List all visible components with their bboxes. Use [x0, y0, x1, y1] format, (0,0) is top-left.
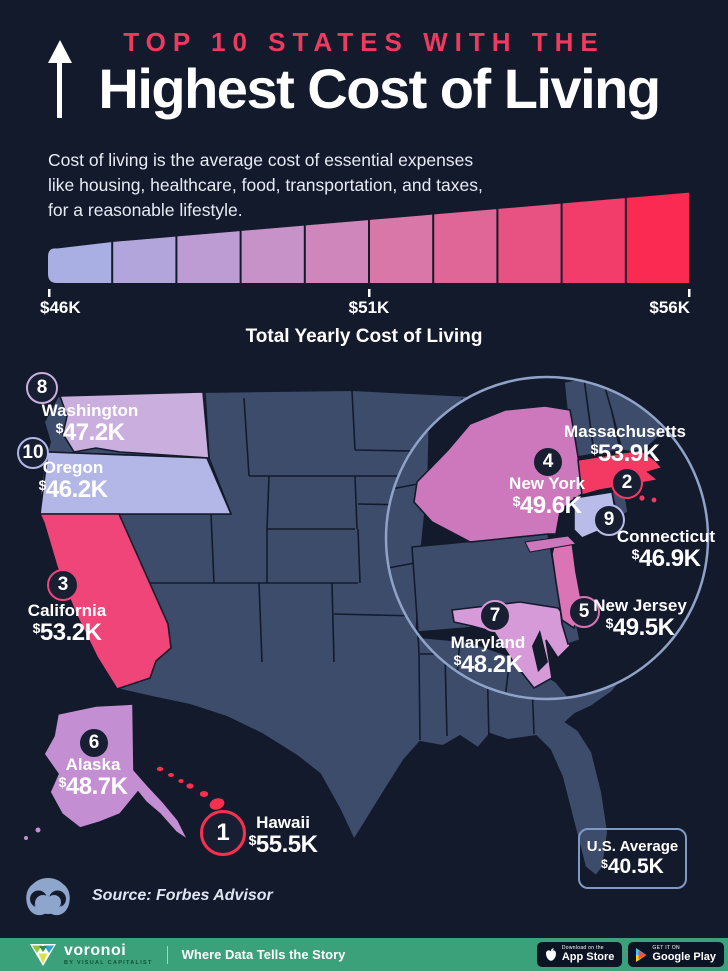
brand-name: voronoi	[64, 941, 127, 959]
rank-badge-new-jersey: 5	[568, 596, 600, 628]
source-text: Source: Forbes Advisor	[92, 887, 273, 904]
alaska-aleutian-dot	[35, 827, 41, 833]
scale-tick-mid: $51K	[348, 298, 390, 317]
rank-badge-hawaii: 1	[200, 810, 246, 856]
source-row: Source: Forbes Advisor	[24, 874, 273, 918]
label-hawaii: Hawaii $55.5K	[248, 813, 318, 859]
eyebrow-title: TOP 10 STATES WITH THE	[123, 27, 605, 57]
up-arrow-icon	[48, 40, 72, 118]
scale-tick-max: $56K	[649, 298, 690, 317]
app-store-badge[interactable]: Download on the App Store	[536, 942, 623, 967]
scale-tick-mark-0	[48, 289, 51, 297]
apple-icon	[545, 947, 556, 961]
footer-divider	[166, 945, 168, 964]
label-washington: Washington $47.2K	[41, 401, 139, 447]
scale-segment-4	[241, 225, 304, 283]
voronoi-logo-icon	[30, 943, 56, 966]
rank-badge-connecticut: 9	[593, 504, 625, 536]
rank-badge-california: 3	[47, 569, 79, 601]
alaska-aleutian-dot	[24, 836, 28, 840]
rank-badge-massachusetts: 2	[611, 467, 643, 499]
scale-segment-2	[113, 236, 176, 283]
state-shape-california	[38, 513, 172, 690]
label-new-york: New York $49.6K	[509, 474, 585, 520]
scale-segment-8	[498, 203, 561, 283]
label-maryland: Maryland $48.2K	[450, 633, 526, 679]
google-play-badge[interactable]: GET IT ON Google Play	[628, 942, 724, 967]
us-map	[24, 375, 710, 878]
us-map-stage: 1 2 3 4 5 6 7 8 9 10 Hawaii $55.5K Massa…	[0, 362, 728, 938]
label-new-jersey: New Jersey $49.5K	[593, 596, 687, 642]
massachusetts-island	[651, 497, 657, 503]
scale-axis-title: Total Yearly Cost of Living	[245, 326, 483, 347]
scale-tick-min: $46K	[40, 298, 81, 317]
scale-segment-6	[370, 214, 433, 283]
rank-badge-oregon: 10	[17, 437, 49, 469]
long-island	[524, 535, 578, 553]
rank-badge-maryland: 7	[479, 600, 511, 632]
description-text: Cost of living is the average cost of es…	[48, 150, 483, 220]
scale-tick-mark-2	[688, 289, 691, 297]
label-alaska: Alaska $48.7K	[58, 755, 128, 801]
inset-circle-border	[384, 375, 710, 701]
label-massachusetts: Massachusetts $53.9K	[564, 422, 686, 468]
rank-badge-washington: 8	[26, 372, 58, 404]
brand-block: voronoi BY VISUAL CAPITALIST	[64, 941, 153, 967]
voronoi-observatory-icon	[26, 878, 70, 916]
state-shape-washington	[58, 391, 210, 459]
brand-byline: BY VISUAL CAPITALIST	[64, 959, 153, 966]
scale-segment-1	[48, 242, 112, 283]
rank-badge-new-york: 4	[532, 446, 564, 478]
scale-segment-9	[562, 198, 625, 283]
label-california: California $53.2K	[27, 601, 107, 647]
state-shape-hawaii	[156, 766, 225, 810]
footer-tagline: Where Data Tells the Story	[181, 947, 346, 962]
google-play-icon	[636, 947, 647, 962]
scale-segment-5	[305, 220, 368, 283]
inset-backdrop-borders	[386, 481, 511, 699]
scale-tick-mark-1	[368, 289, 371, 297]
footer-bar: voronoi BY VISUAL CAPITALIST Where Data …	[0, 938, 728, 971]
cost-scale-wedge	[48, 192, 691, 297]
scale-segment-7	[434, 209, 497, 283]
chesapeake-bay	[532, 630, 548, 672]
massachusetts-island	[639, 495, 645, 501]
label-connecticut: Connecticut $46.9K	[616, 527, 716, 573]
scale-segment-3	[177, 231, 240, 283]
page-title: Highest Cost of Living	[98, 57, 661, 120]
scale-segment-10	[626, 192, 689, 283]
label-oregon: Oregon $46.2K	[38, 458, 108, 504]
store-badges: Download on the App Store GET IT ON Goog…	[536, 942, 724, 967]
us-average-box: U.S. Average $40.5K	[578, 828, 687, 889]
state-shape-oregon	[39, 451, 233, 515]
rank-badge-alaska: 6	[78, 727, 110, 759]
